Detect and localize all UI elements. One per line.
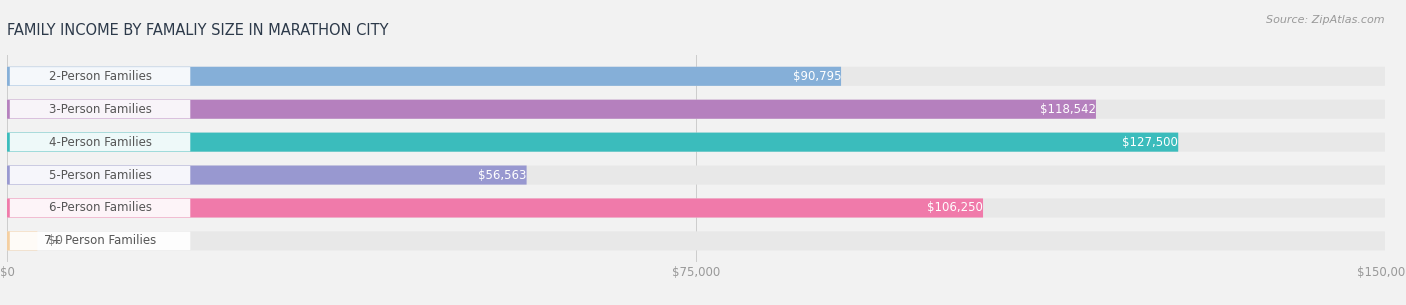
- FancyBboxPatch shape: [7, 133, 1385, 152]
- FancyBboxPatch shape: [10, 100, 190, 118]
- FancyBboxPatch shape: [7, 100, 1095, 119]
- Text: 2-Person Families: 2-Person Families: [49, 70, 152, 83]
- Text: 4-Person Families: 4-Person Families: [49, 136, 152, 149]
- Text: Source: ZipAtlas.com: Source: ZipAtlas.com: [1267, 15, 1385, 25]
- Text: $127,500: $127,500: [1122, 136, 1178, 149]
- Text: 6-Person Families: 6-Person Families: [49, 202, 152, 214]
- Text: 3-Person Families: 3-Person Families: [49, 103, 152, 116]
- FancyBboxPatch shape: [7, 67, 1385, 86]
- Text: 7+ Person Families: 7+ Person Families: [44, 235, 156, 247]
- FancyBboxPatch shape: [7, 166, 1385, 185]
- FancyBboxPatch shape: [7, 166, 527, 185]
- FancyBboxPatch shape: [7, 199, 983, 217]
- FancyBboxPatch shape: [10, 232, 190, 250]
- Text: $90,795: $90,795: [793, 70, 841, 83]
- Text: $0: $0: [48, 235, 63, 247]
- FancyBboxPatch shape: [7, 231, 38, 250]
- Text: $118,542: $118,542: [1040, 103, 1095, 116]
- FancyBboxPatch shape: [10, 67, 190, 85]
- FancyBboxPatch shape: [10, 199, 190, 217]
- Text: $106,250: $106,250: [927, 202, 983, 214]
- FancyBboxPatch shape: [10, 133, 190, 151]
- FancyBboxPatch shape: [7, 67, 841, 86]
- FancyBboxPatch shape: [7, 133, 1178, 152]
- Text: FAMILY INCOME BY FAMALIY SIZE IN MARATHON CITY: FAMILY INCOME BY FAMALIY SIZE IN MARATHO…: [7, 23, 388, 38]
- FancyBboxPatch shape: [7, 100, 1385, 119]
- Text: $56,563: $56,563: [478, 169, 527, 181]
- Text: 5-Person Families: 5-Person Families: [49, 169, 152, 181]
- FancyBboxPatch shape: [7, 199, 1385, 217]
- FancyBboxPatch shape: [7, 231, 1385, 250]
- FancyBboxPatch shape: [10, 166, 190, 184]
